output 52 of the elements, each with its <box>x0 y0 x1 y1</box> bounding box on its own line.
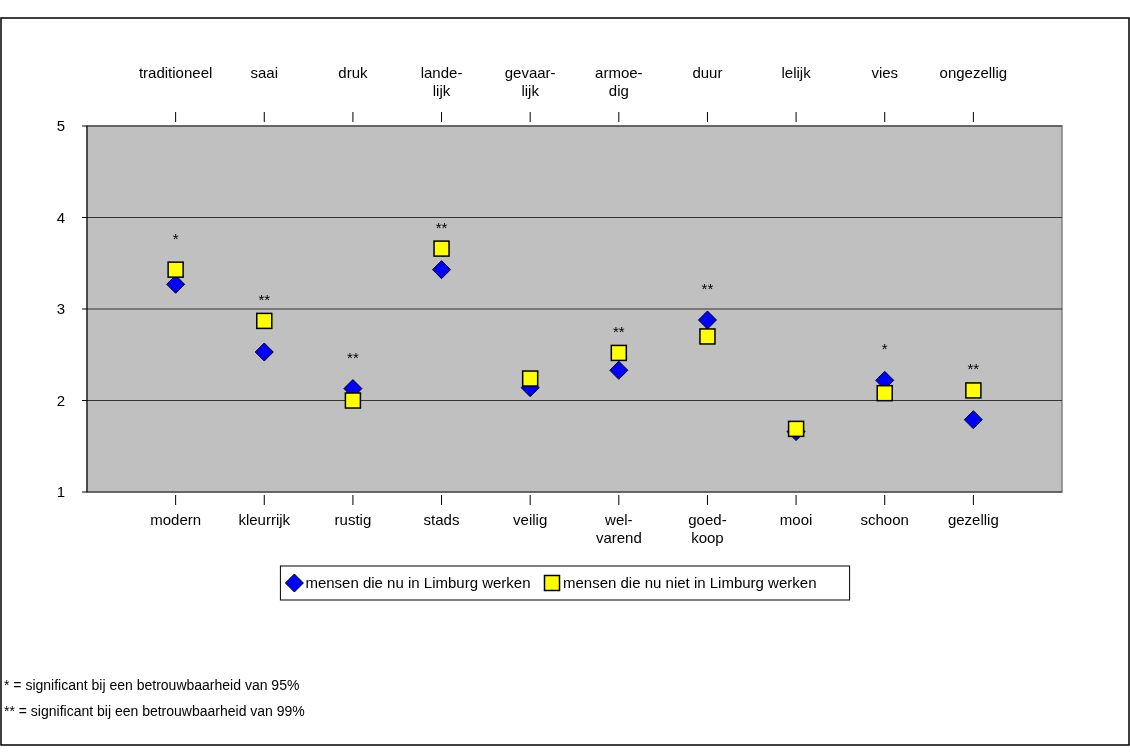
y-tick-label: 5 <box>56 117 65 134</box>
y-tick-label: 3 <box>56 300 65 317</box>
text: druk <box>338 64 368 81</box>
text: vies <box>871 64 899 81</box>
data-label: * <box>881 340 888 358</box>
point <box>167 261 184 278</box>
text: lande- lijk <box>420 64 463 99</box>
text: traditioneel <box>138 64 213 81</box>
x-tick-label: wel- varend <box>595 511 642 546</box>
text: duur <box>692 64 723 81</box>
data-label: ** <box>347 348 359 366</box>
y-tick-label: 1 <box>56 483 65 500</box>
x-tick-label: goed- koop <box>688 511 727 546</box>
legend-label: mensen die nu in Limburg werken <box>305 574 531 591</box>
y-tick-label: 2 <box>56 391 65 409</box>
point <box>697 310 717 330</box>
x-tick-label: gezellig <box>947 511 999 528</box>
data-label: ** <box>258 290 271 308</box>
point <box>787 420 805 438</box>
text: lelijk <box>781 64 812 81</box>
point <box>256 312 273 330</box>
text: * = significant bij een betrouwbaarheid van 95% <box>4 677 300 693</box>
text: saai <box>250 64 279 81</box>
y-tick-label: 4 <box>56 208 65 226</box>
point <box>609 360 629 380</box>
point <box>610 344 628 362</box>
point <box>433 240 450 257</box>
text: ongezellig <box>939 64 1008 81</box>
point <box>344 392 362 409</box>
data-label: * <box>172 229 179 247</box>
point <box>876 384 893 402</box>
x-tick-label: kleurrijk <box>238 511 291 528</box>
data-label: ** <box>967 360 980 378</box>
point <box>963 410 983 430</box>
point <box>965 382 982 399</box>
x-tick-label: schoon <box>860 511 909 528</box>
data-label: ** <box>612 322 625 340</box>
point <box>432 260 452 280</box>
point <box>699 328 716 345</box>
text: ** = significant bij een betrouwbaarheid van 99% <box>4 703 305 719</box>
point <box>254 342 274 362</box>
legend-label: mensen die nu niet in Limburg werken <box>563 574 817 591</box>
x-tick-label: rustig <box>334 511 372 528</box>
x-tick-label: modern <box>150 511 202 528</box>
x-tick-label: stads <box>423 511 460 528</box>
text: armoe- dig <box>595 64 643 99</box>
data-label: ** <box>435 218 448 236</box>
text: gevaar- lijk <box>504 64 556 99</box>
data-label: ** <box>701 279 714 297</box>
x-tick-label: veilig <box>513 511 548 528</box>
x-tick-label: mooi <box>779 511 813 528</box>
point <box>521 370 539 387</box>
